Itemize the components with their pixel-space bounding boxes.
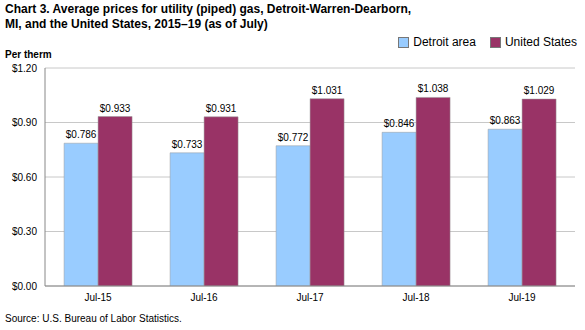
svg-text:$0.30: $0.30 <box>12 226 37 237</box>
svg-text:$0.90: $0.90 <box>12 117 37 128</box>
svg-text:Jul-16: Jul-16 <box>190 292 218 303</box>
svg-text:$0.00: $0.00 <box>12 281 37 292</box>
svg-text:$1.031: $1.031 <box>312 85 343 96</box>
svg-text:$0.60: $0.60 <box>12 172 37 183</box>
svg-text:$1.20: $1.20 <box>12 63 37 74</box>
html-text:Detroit area: Detroit area <box>413 35 476 49</box>
svg-text:Jul-15: Jul-15 <box>84 292 112 303</box>
svg-text:$0.786: $0.786 <box>66 129 97 140</box>
svg-text:$1.038: $1.038 <box>418 83 449 94</box>
html-text:Source: U.S. Bureau of Labor S: Source: U.S. Bureau of Labor Statistics. <box>5 313 182 324</box>
html-text:United States: United States <box>505 35 577 49</box>
svg-text:$0.846: $0.846 <box>384 118 415 129</box>
html-text:Per therm: Per therm <box>5 49 52 60</box>
svg-text:Jul-18: Jul-18 <box>402 292 430 303</box>
svg-text:$0.933: $0.933 <box>100 103 131 114</box>
html-text:Chart 3. Average prices for ut: Chart 3. Average prices for utility (pip… <box>5 2 412 31</box>
svg-text:Jul-19: Jul-19 <box>508 292 536 303</box>
svg-text:$0.863: $0.863 <box>490 115 521 126</box>
svg-text:$0.772: $0.772 <box>278 132 309 143</box>
svg-text:$1.029: $1.029 <box>524 85 555 96</box>
svg-text:Jul-17: Jul-17 <box>296 292 324 303</box>
svg-text:$0.733: $0.733 <box>172 139 203 150</box>
svg-text:$0.931: $0.931 <box>206 103 237 114</box>
